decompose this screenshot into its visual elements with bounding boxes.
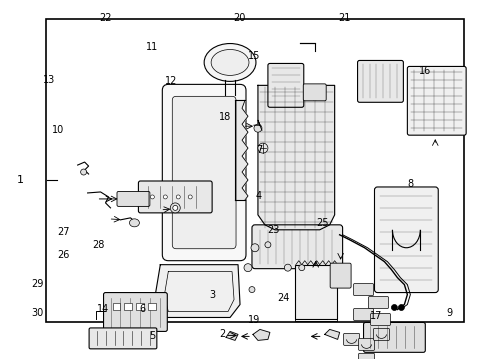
Text: 15: 15 (247, 51, 260, 61)
Circle shape (170, 203, 180, 213)
Text: 21: 21 (338, 13, 350, 23)
Text: 6: 6 (139, 304, 145, 314)
Bar (112, 302, 120, 310)
Text: 26: 26 (57, 250, 69, 260)
Text: 4: 4 (256, 191, 262, 201)
Bar (148, 302, 156, 310)
Polygon shape (258, 85, 334, 230)
Bar (294, 265, 336, 319)
Text: 12: 12 (165, 76, 177, 86)
FancyBboxPatch shape (251, 225, 342, 269)
Ellipse shape (211, 50, 248, 75)
FancyBboxPatch shape (407, 67, 465, 135)
Text: 22: 22 (99, 13, 112, 23)
Text: 29: 29 (31, 279, 43, 289)
Text: 13: 13 (42, 75, 55, 85)
Circle shape (284, 264, 291, 271)
Bar (124, 302, 132, 310)
Text: 1: 1 (17, 175, 24, 185)
Text: 24: 24 (277, 293, 289, 303)
Text: 14: 14 (97, 304, 109, 314)
Circle shape (398, 305, 404, 310)
Polygon shape (235, 100, 247, 200)
FancyBboxPatch shape (368, 297, 387, 309)
Bar (136, 302, 144, 310)
Text: 5: 5 (148, 331, 155, 341)
Ellipse shape (203, 44, 255, 81)
Circle shape (176, 195, 180, 199)
FancyBboxPatch shape (343, 333, 359, 345)
Circle shape (298, 265, 304, 271)
FancyBboxPatch shape (358, 338, 374, 350)
Text: 8: 8 (406, 179, 412, 189)
FancyBboxPatch shape (363, 323, 425, 352)
FancyBboxPatch shape (117, 192, 149, 206)
Text: 23: 23 (267, 225, 279, 235)
FancyBboxPatch shape (329, 263, 350, 288)
Text: 2: 2 (219, 329, 225, 339)
Text: 30: 30 (31, 308, 43, 318)
Bar (46, 19, 463, 323)
Circle shape (390, 305, 397, 310)
FancyBboxPatch shape (267, 63, 303, 107)
Circle shape (163, 195, 167, 199)
FancyBboxPatch shape (89, 328, 157, 349)
Circle shape (81, 169, 86, 175)
FancyBboxPatch shape (358, 353, 374, 360)
Text: 19: 19 (247, 315, 260, 325)
Circle shape (248, 287, 254, 293)
FancyBboxPatch shape (373, 328, 388, 340)
FancyBboxPatch shape (103, 293, 167, 332)
FancyBboxPatch shape (374, 187, 437, 293)
Ellipse shape (129, 219, 139, 227)
Polygon shape (225, 332, 238, 340)
Polygon shape (155, 265, 240, 318)
Text: 17: 17 (369, 311, 382, 321)
Circle shape (172, 206, 178, 210)
Text: 9: 9 (445, 308, 451, 318)
Circle shape (253, 124, 262, 132)
FancyBboxPatch shape (357, 60, 403, 102)
Circle shape (250, 244, 259, 252)
Text: 28: 28 (92, 239, 104, 249)
Text: 11: 11 (145, 42, 158, 52)
FancyBboxPatch shape (162, 84, 245, 261)
FancyBboxPatch shape (370, 314, 389, 325)
Text: 18: 18 (219, 112, 231, 122)
Circle shape (258, 143, 267, 153)
FancyBboxPatch shape (172, 96, 236, 249)
Polygon shape (252, 329, 269, 340)
Text: 10: 10 (52, 125, 64, 135)
Text: 16: 16 (418, 66, 430, 76)
FancyBboxPatch shape (353, 309, 373, 320)
Polygon shape (324, 329, 339, 339)
FancyBboxPatch shape (138, 181, 212, 213)
Circle shape (188, 195, 192, 199)
FancyBboxPatch shape (303, 84, 325, 101)
Text: 20: 20 (233, 13, 245, 23)
Text: 27: 27 (57, 227, 69, 237)
Circle shape (264, 242, 270, 248)
Text: 3: 3 (209, 290, 216, 300)
Text: 25: 25 (316, 218, 328, 228)
FancyBboxPatch shape (353, 284, 373, 296)
Text: 7: 7 (255, 144, 262, 154)
Circle shape (244, 264, 251, 272)
Circle shape (150, 195, 154, 199)
